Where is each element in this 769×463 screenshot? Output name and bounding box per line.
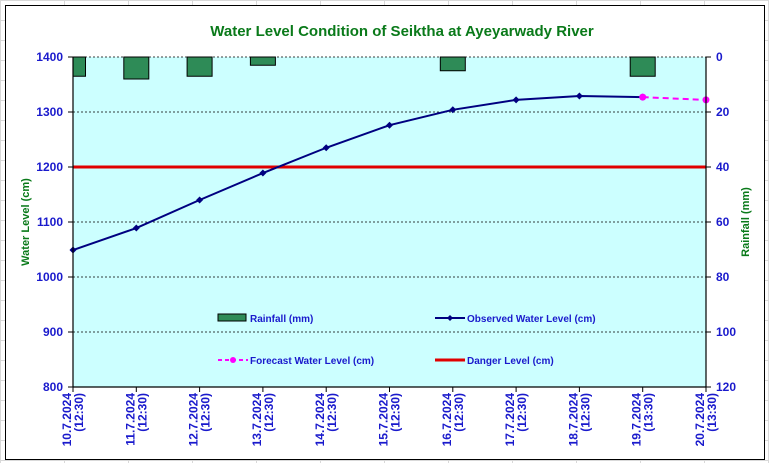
legend-marker-forecast <box>230 357 236 363</box>
y2-tick-label: 100 <box>716 325 736 339</box>
y2-tick-label: 40 <box>716 160 730 174</box>
y-tick-label: 1000 <box>36 270 63 284</box>
y2-axis-label: Rainfall (mm) <box>740 187 752 257</box>
legend-label: Forecast Water Level (cm) <box>250 356 374 367</box>
legend-label: Rainfall (mm) <box>250 314 313 325</box>
y2-tick-label: 0 <box>716 50 723 64</box>
forecast-point <box>639 93 647 101</box>
y-tick-label: 800 <box>43 380 63 394</box>
chart-title: Water Level Condition of Seiktha at Ayey… <box>210 23 594 40</box>
rainfall-bar <box>186 56 213 77</box>
x-tick-label: 10.7.2024(12:30) <box>60 393 86 447</box>
y-tick-label: 1300 <box>36 105 63 119</box>
rainfall-bar <box>439 56 466 72</box>
observed-point <box>132 224 140 232</box>
observed-point <box>575 92 583 100</box>
y2-tick-label: 20 <box>716 105 730 119</box>
legend-marker-observed <box>447 315 453 321</box>
observed-point <box>196 196 204 204</box>
observed-point <box>512 96 520 104</box>
x-tick-label: 20.7.2024(13:30) <box>693 393 719 447</box>
rainfall-bar <box>123 56 150 80</box>
observed-line <box>72 95 643 251</box>
x-tick-label: 18.7.2024(12:30) <box>566 393 592 447</box>
x-tick-label: 12.7.2024(12:30) <box>187 393 213 447</box>
observed-point <box>386 121 393 129</box>
y2-tick-label: 120 <box>716 380 736 394</box>
rainfall-bar <box>72 56 86 77</box>
observed-point <box>322 144 330 152</box>
x-tick-label: 13.7.2024(12:30) <box>250 393 276 447</box>
observed-point <box>449 106 457 114</box>
x-tick-label: 16.7.2024(12:30) <box>440 393 466 447</box>
y2-tick-label: 60 <box>716 215 730 229</box>
observed-point <box>259 169 267 177</box>
forecast-line <box>642 96 707 101</box>
y-tick-label: 1400 <box>36 50 63 64</box>
x-tick-label: 17.7.2024(12:30) <box>503 393 529 447</box>
y-tick-label: 900 <box>43 325 63 339</box>
legend-label: Danger Level (cm) <box>467 356 554 367</box>
x-tick-label: 14.7.2024(12:30) <box>313 393 339 447</box>
y-tick-label: 1100 <box>37 215 63 229</box>
x-tick-label: 19.7.2024(13:30) <box>630 393 656 447</box>
legend-swatch-rainfall <box>217 313 247 322</box>
x-tick-label: 15.7.2024(12:30) <box>377 393 403 447</box>
y2-tick-label: 80 <box>716 270 730 284</box>
rainfall-bar <box>629 56 656 77</box>
y-axis-label: Water Level (cm) <box>20 178 32 266</box>
y-tick-label: 1200 <box>36 160 63 174</box>
x-tick-label: 11.7.2024(12:30) <box>123 393 149 446</box>
legend-label: Observed Water Level (cm) <box>467 314 596 325</box>
rainfall-bar <box>249 56 276 66</box>
